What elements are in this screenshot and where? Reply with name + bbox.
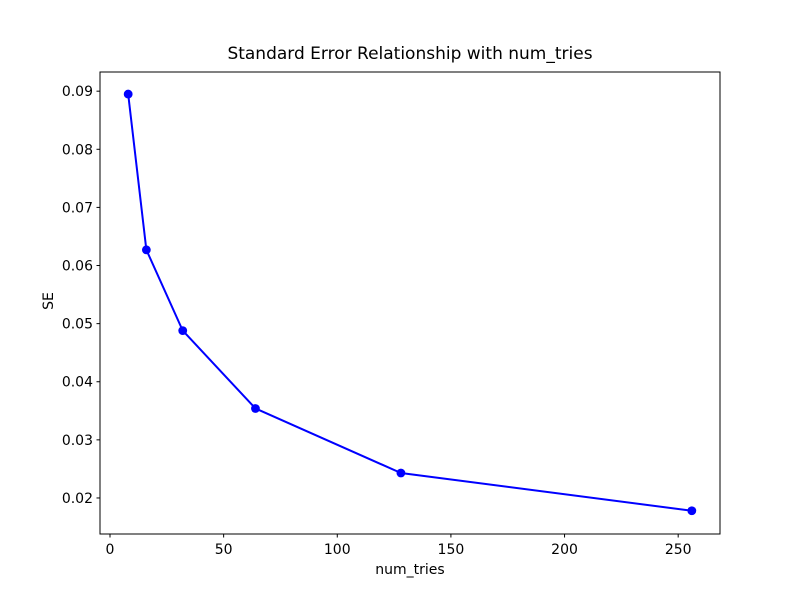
se-line	[127, 93, 693, 512]
x-tick-label: 200	[551, 542, 578, 558]
x-tick-label: 150	[438, 542, 465, 558]
x-tick-label: 50	[215, 542, 233, 558]
y-tick-label: 0.03	[62, 433, 93, 449]
y-tick-label: 0.04	[62, 375, 93, 391]
y-axis-label: SE	[41, 292, 57, 310]
x-tick-label: 100	[324, 542, 351, 558]
data-point-marker	[178, 326, 188, 336]
data-point-marker	[141, 245, 151, 255]
y-tick-label: 0.02	[62, 491, 93, 507]
data-point-marker	[251, 404, 260, 413]
chart-title: Standard Error Relationship with num_tri…	[227, 44, 593, 64]
y-tick-label: 0.08	[62, 142, 93, 158]
y-tick-label: 0.06	[62, 259, 93, 275]
data-point-marker	[687, 506, 697, 516]
y-tick-label: 0.07	[62, 200, 93, 216]
data-point-marker	[123, 89, 133, 99]
x-tick-label: 0	[106, 542, 115, 558]
x-tick-label: 250	[665, 542, 692, 558]
x-axis-label: num_tries	[375, 562, 445, 578]
axes-frame	[99, 71, 721, 535]
data-point-marker	[396, 468, 406, 478]
y-tick-label: 0.05	[62, 317, 93, 333]
y-tick-label: 0.09	[62, 84, 93, 100]
